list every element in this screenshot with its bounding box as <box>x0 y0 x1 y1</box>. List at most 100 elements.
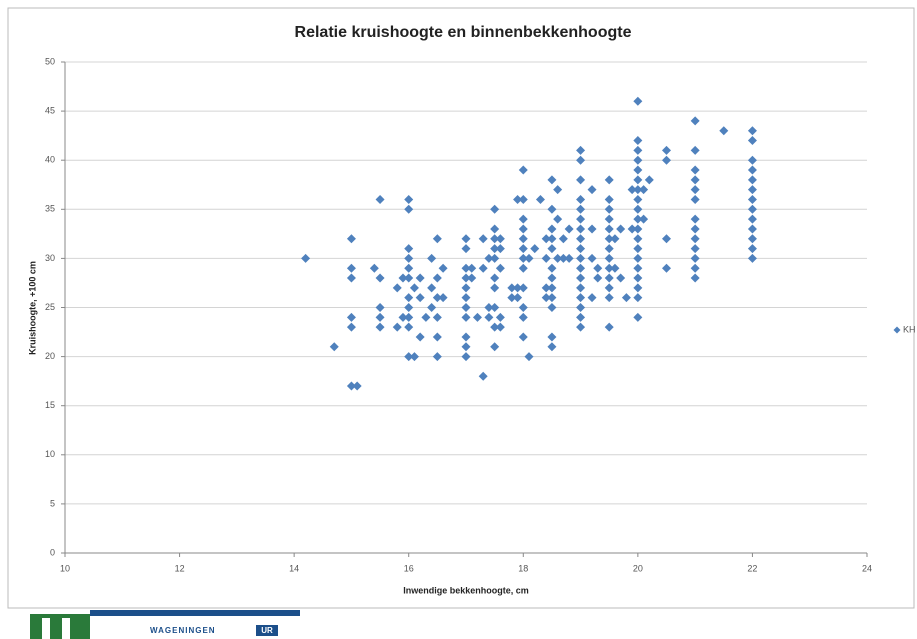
point <box>616 224 626 234</box>
logo-mark <box>42 618 50 639</box>
point <box>564 224 574 234</box>
point <box>633 165 643 175</box>
point <box>604 234 614 244</box>
point <box>375 303 385 312</box>
point <box>604 204 614 214</box>
point <box>690 185 700 195</box>
point <box>478 371 488 381</box>
point <box>461 312 471 322</box>
point <box>427 253 437 263</box>
point <box>576 322 586 332</box>
point <box>415 293 425 303</box>
x-tick-label: 22 <box>747 563 757 573</box>
point <box>518 312 528 322</box>
point <box>558 253 568 263</box>
point <box>541 253 551 263</box>
point <box>633 194 643 204</box>
point <box>490 234 500 244</box>
point <box>690 194 700 204</box>
point <box>633 175 643 185</box>
point <box>461 273 471 283</box>
point <box>404 194 414 204</box>
point <box>621 293 631 303</box>
y-tick-label: 30 <box>45 253 55 263</box>
point <box>747 136 757 146</box>
point <box>553 253 563 263</box>
point <box>690 165 700 175</box>
point <box>747 165 757 175</box>
point <box>576 273 586 283</box>
point <box>518 283 528 293</box>
point <box>593 273 603 283</box>
y-tick-label: 50 <box>45 56 55 66</box>
point <box>524 253 534 263</box>
point <box>576 253 586 263</box>
x-tick-label: 20 <box>633 563 643 573</box>
point <box>662 263 671 273</box>
point <box>409 283 419 293</box>
point <box>719 126 729 136</box>
point <box>478 263 488 273</box>
point <box>490 303 500 312</box>
point <box>518 224 528 234</box>
point <box>346 312 356 322</box>
point <box>530 244 540 254</box>
point <box>662 145 671 155</box>
point <box>518 332 528 342</box>
point <box>633 214 643 224</box>
point <box>404 253 414 263</box>
point <box>604 263 614 273</box>
point <box>633 145 643 155</box>
point <box>633 263 643 273</box>
point <box>513 283 523 293</box>
point <box>461 352 471 362</box>
point <box>747 185 757 195</box>
point <box>547 303 557 312</box>
point <box>490 283 500 293</box>
point <box>747 175 757 185</box>
point <box>329 342 339 352</box>
point <box>690 145 700 155</box>
point <box>587 224 597 234</box>
x-tick-label: 14 <box>289 563 299 573</box>
point <box>427 303 437 312</box>
point <box>633 253 643 263</box>
point <box>547 332 557 342</box>
point <box>461 244 471 254</box>
point <box>547 273 557 283</box>
point <box>375 273 385 283</box>
point <box>747 214 757 224</box>
point <box>633 244 643 254</box>
point <box>547 263 557 273</box>
point <box>461 283 471 293</box>
point <box>461 234 471 244</box>
point <box>535 194 545 204</box>
point <box>610 234 620 244</box>
point <box>375 312 385 322</box>
y-tick-label: 25 <box>45 302 55 312</box>
point <box>576 214 586 224</box>
point <box>633 273 643 283</box>
point <box>553 214 563 224</box>
y-tick-label: 5 <box>50 498 55 508</box>
point <box>495 244 505 254</box>
point <box>438 263 448 273</box>
point <box>633 96 643 106</box>
point <box>547 175 557 185</box>
point <box>478 234 488 244</box>
point <box>604 175 614 185</box>
point <box>404 322 414 332</box>
y-tick-label: 20 <box>45 351 55 361</box>
point <box>639 185 649 195</box>
point <box>432 293 442 303</box>
point <box>587 185 597 195</box>
point <box>490 342 500 352</box>
point <box>576 283 586 293</box>
point <box>513 293 523 303</box>
point <box>518 253 528 263</box>
point <box>587 293 597 303</box>
point <box>432 332 442 342</box>
point <box>490 224 500 234</box>
point <box>576 293 586 303</box>
point <box>404 263 414 273</box>
